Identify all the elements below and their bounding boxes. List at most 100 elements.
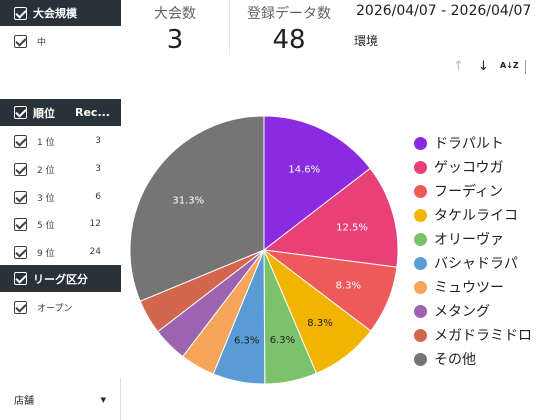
filter-item-label: 5 位 [37,220,55,231]
pie-slice-4[interactable] [263,249,318,385]
pie-slice-label-0: 14.6% [288,164,320,175]
legend-label: ゲッコウガ [434,160,504,176]
divider [229,0,230,55]
legend-item-6[interactable]: ミュウツー [414,275,532,299]
legend-item-3[interactable]: タケルライコ [414,203,532,227]
filter-header-league-label: リーグ区分 [33,272,88,286]
chart-legend: ドラパルトゲッコウガフーディンタケルライコ オリーヴァバシャドラパ ミュウツーメタン… [414,131,532,371]
filter-item-count: 12 [89,219,101,229]
pie-slice-label-3: 8.3% [307,318,332,329]
filter-header-rank-label: 順位 [33,106,55,120]
kpi-records-value: 48 [272,25,306,55]
arrow-up-icon[interactable]: ↑ [453,59,464,74]
legend-label: ドラパルト [434,136,504,152]
chevron-down-icon: ▼ [100,395,106,404]
filter-item-size-medium[interactable]: 中 [0,33,121,49]
checkbox[interactable] [14,134,27,148]
filter-item-label: 中 [37,37,47,48]
legend-swatch [414,304,427,318]
kpi-records-label: 登録データ数 [247,6,331,22]
legend-item-2[interactable]: フーディン [414,179,532,203]
pie-slice-label-5: 6.3% [234,336,259,347]
checkbox[interactable] [14,245,27,259]
environment-select[interactable]: 環境 [354,34,379,48]
filter-header-league[interactable]: リーグ区分 [0,265,121,292]
filter-item-rank[interactable]: 1 位 3 [0,133,121,149]
legend-swatch [414,184,427,198]
legend-label: オリーヴァ [434,232,504,248]
pie-slice-label-4: 6.3% [270,335,295,346]
checkbox-rank-all[interactable] [14,106,27,119]
legend-swatch [414,160,427,174]
filter-item-rank[interactable]: 2 位 3 [0,161,121,177]
store-select-label: 店舗 [14,396,34,407]
divider [120,378,121,420]
legend-label: タケルライコ [434,208,518,224]
legend-swatch [414,232,427,246]
kpi-tournaments-label: 大会数 [154,6,196,22]
arrow-down-icon[interactable]: ↓ [478,59,489,74]
pie-slice-0[interactable] [263,115,371,252]
legend-item-5[interactable]: バシャドラパ [414,251,532,275]
filter-header-size-label: 大会規模 [33,7,77,20]
legend-item-9[interactable]: その他 [414,347,532,371]
legend-label: その他 [434,352,476,368]
legend-item-1[interactable]: ゲッコウガ [414,155,532,179]
filter-item-rank[interactable]: 3 位 6 [0,189,121,205]
pie-slice-2[interactable] [262,249,398,332]
legend-label: ミュウツー [434,280,504,296]
checkbox[interactable] [14,162,27,176]
checkbox-league-all[interactable] [14,272,27,285]
legend-swatch [414,280,427,294]
sort-az-icon[interactable]: A↓Z [500,61,519,70]
legend-swatch [414,352,427,366]
filter-item-count: 3 [95,164,101,174]
filter-header-rank[interactable]: 順位 Rec... [0,99,121,126]
filter-header-size[interactable]: 大会規模 [0,0,121,26]
pie-slice-6[interactable] [181,249,265,375]
legend-label: メガドラミドロ [434,328,532,344]
checkbox[interactable] [14,190,27,204]
filter-item-rank[interactable]: 9 位 24 [0,244,121,260]
filter-item-label: 9 位 [37,248,55,259]
checkbox[interactable] [14,217,27,231]
filter-item-rank[interactable]: 5 位 12 [0,216,121,232]
pie-slice-7[interactable] [157,249,265,358]
filter-item-league[interactable]: オープン [0,299,121,315]
legend-label: バシャドラパ [434,256,518,272]
filter-header-rank-col: Rec... [75,106,110,119]
pie-slice-8[interactable] [139,249,265,333]
filter-item-label: 2 位 [37,165,55,176]
legend-label: フーディン [434,184,504,200]
kpi-records: 登録データ数 48 [238,3,340,55]
filter-item-count: 3 [95,136,101,146]
pie-slice-9[interactable] [129,115,265,302]
filter-item-label: 1 位 [37,137,55,148]
legend-swatch [414,136,427,150]
kpi-tournaments: 大会数 3 [134,3,216,55]
legend-item-4[interactable]: オリーヴァ [414,227,532,251]
checkbox-size-all[interactable] [14,6,27,20]
pie-slice-3[interactable] [262,248,372,375]
date-range-picker[interactable]: 2026/04/07 - 2026/04/07 [356,3,532,19]
legend-label: メタング [434,304,490,320]
pie-slice-label-1: 12.5% [336,222,368,233]
legend-item-7[interactable]: メタング [414,299,532,323]
store-select[interactable]: 店舗 ▼ [14,392,106,408]
pie-slice-1[interactable] [262,167,399,268]
filter-item-label: オープン [37,303,73,314]
checkbox[interactable] [14,34,27,48]
legend-item-0[interactable]: ドラパルト [414,131,532,155]
legend-swatch [414,328,427,342]
pie-slice-label-2: 8.3% [336,281,361,292]
filter-item-label: 3 位 [37,193,55,204]
divider [525,60,526,74]
legend-item-8[interactable]: メガドラミドロ [414,323,532,347]
legend-swatch [414,256,427,270]
checkbox[interactable] [14,300,27,314]
legend-swatch [414,208,427,222]
pie-slice-label-9: 31.3% [172,195,204,206]
filter-item-count: 6 [95,192,101,202]
pie-slice-5[interactable] [212,249,266,385]
filter-item-count: 24 [89,247,101,257]
